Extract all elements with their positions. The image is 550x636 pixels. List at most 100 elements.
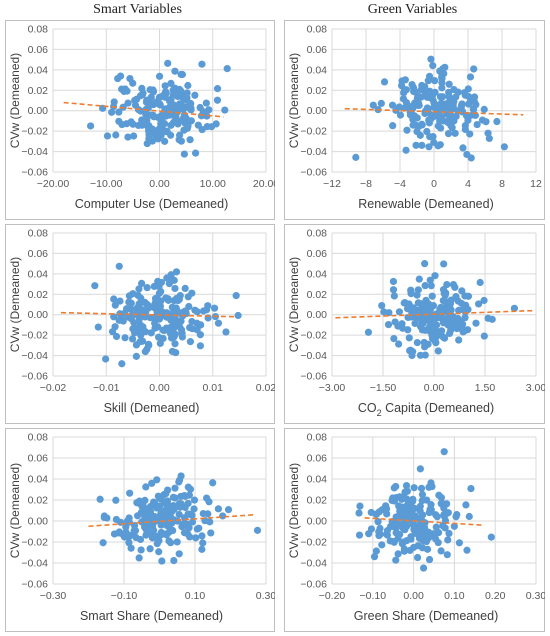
data-point (175, 136, 183, 144)
data-point (472, 319, 480, 327)
x-tick-label: −4 (394, 178, 406, 190)
y-tick-label: 0.00 (307, 309, 328, 321)
data-point (131, 329, 139, 337)
data-point (91, 282, 99, 290)
data-point (401, 522, 410, 530)
data-point (127, 299, 135, 307)
data-point (196, 331, 204, 339)
data-point (198, 60, 206, 68)
data-point (415, 275, 423, 283)
data-point (111, 323, 119, 331)
x-axis-label: Green Share (Demeaned) (354, 609, 499, 623)
data-point (415, 534, 424, 542)
data-point (418, 496, 426, 505)
data-point (157, 120, 165, 128)
data-point (154, 323, 162, 331)
data-point (378, 541, 386, 549)
data-point (141, 348, 149, 356)
data-point (421, 260, 429, 268)
data-point (168, 347, 177, 356)
data-point (177, 326, 186, 334)
data-point (144, 340, 153, 348)
data-point (150, 304, 158, 312)
data-point (463, 546, 471, 554)
data-point (184, 530, 192, 538)
data-point (112, 515, 120, 524)
data-point (434, 538, 442, 547)
data-point (108, 108, 116, 116)
green-share-panel: −0.06 −0.04 −0.02 0.00 0.02 0.04 0.06 0.08 −0.20… (284, 428, 545, 632)
data-point (398, 82, 406, 90)
data-point (434, 347, 442, 355)
trend-line (335, 309, 533, 319)
data-point (411, 87, 419, 95)
data-point (173, 538, 181, 546)
chart-frame (5, 428, 275, 632)
data-point (401, 507, 409, 515)
data-point (224, 506, 233, 514)
data-point (419, 319, 427, 327)
data-point (138, 279, 146, 287)
data-point (421, 83, 429, 91)
data-point (160, 312, 168, 320)
data-point (178, 116, 187, 124)
data-point (445, 529, 453, 538)
data-point (458, 100, 466, 108)
data-point (175, 550, 183, 558)
data-point (398, 324, 407, 332)
data-point (474, 300, 483, 308)
data-point (461, 314, 469, 322)
data-point (175, 510, 183, 519)
y-tick-label: −0.06 (21, 371, 48, 383)
data-point (171, 494, 179, 502)
smart-share-chart: −0.06 −0.04 −0.02 0.00 0.02 0.04 0.06 0.08 −0.30… (5, 428, 275, 632)
data-point (424, 77, 432, 85)
data-point (115, 117, 123, 125)
data-point (148, 479, 156, 487)
data-point (164, 295, 172, 303)
y-tick-label: 0.08 (28, 24, 49, 36)
data-point (476, 278, 484, 287)
data-point (116, 297, 124, 305)
data-point (181, 284, 189, 293)
data-point (383, 510, 391, 518)
data-point (430, 111, 438, 119)
data-point (427, 282, 435, 290)
data-point (425, 143, 433, 151)
data-point (136, 321, 144, 329)
data-point (170, 296, 178, 305)
data-point (431, 272, 439, 280)
data-point (160, 491, 168, 499)
data-point (405, 334, 413, 342)
data-point (159, 334, 167, 343)
data-point (378, 302, 386, 310)
data-point (112, 332, 121, 341)
data-point (195, 524, 203, 532)
data-point (176, 503, 184, 511)
data-point (444, 509, 452, 517)
y-tick-label: −0.04 (300, 146, 327, 158)
data-point (155, 282, 163, 291)
y-tick-label: 0.06 (28, 248, 49, 260)
data-point (369, 101, 377, 109)
data-point (441, 524, 449, 532)
data-point (389, 286, 398, 294)
data-point (146, 314, 154, 322)
data-point (418, 141, 426, 149)
data-point (148, 137, 157, 145)
data-point (452, 318, 461, 327)
y-tick-label: −0.02 (300, 126, 327, 138)
y-tick-label: 0.08 (28, 228, 49, 240)
data-point (148, 534, 157, 542)
data-point (165, 528, 173, 537)
data-point (125, 533, 133, 541)
data-point (148, 128, 156, 137)
data-point (205, 498, 213, 506)
data-point (480, 105, 488, 114)
data-point (493, 117, 501, 126)
data-point (372, 547, 380, 555)
data-point (466, 130, 474, 138)
data-point (394, 550, 402, 558)
x-tick-label: −0.01 (93, 382, 120, 394)
data-point (464, 85, 472, 93)
